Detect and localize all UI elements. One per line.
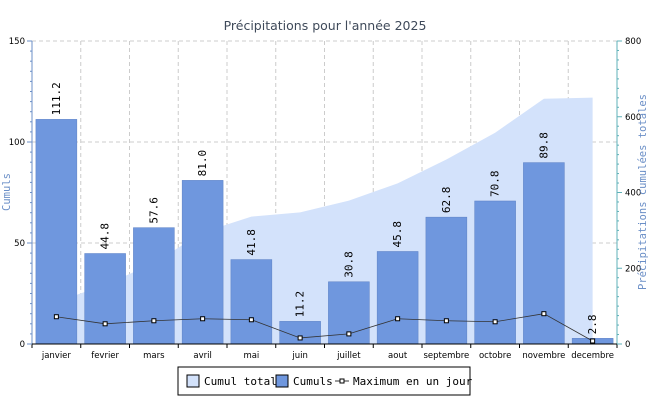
x-tick-label-juin: juin — [291, 351, 308, 361]
max-day-point-janvier — [53, 314, 59, 320]
x-tick-label-octobre: octobre — [479, 351, 511, 361]
max-day-point-fevrier — [102, 321, 108, 327]
x-tick-label-avril: avril — [193, 351, 211, 361]
bar-label-mai: 41.8 — [245, 229, 258, 256]
max-day-point-aout — [395, 316, 401, 322]
bar-label-juin: 11.2 — [294, 291, 307, 318]
bar-label-septembre: 62.8 — [440, 187, 453, 214]
x-tick-label-juillet: juillet — [336, 351, 361, 361]
x-tick-label-decembre: decembre — [571, 351, 614, 361]
max-day-point-octobre — [492, 319, 498, 325]
legend-box — [177, 366, 471, 396]
max-day-point-mai — [248, 317, 254, 323]
bars: 111.2 44.8 57.6 81.0 41.8 11.2 30.8 45.8 62.8 70.… — [35, 82, 614, 345]
bar-mars — [133, 227, 175, 345]
max-day-point-avril — [200, 316, 206, 322]
y-left-tick-label: 150 — [9, 37, 25, 47]
bar-label-avril: 81.0 — [196, 150, 209, 177]
y-left-tick-label: 0 — [20, 340, 25, 350]
y-left-tick-label: 100 — [9, 138, 25, 148]
x-tick-label-novembre: novembre — [522, 351, 565, 361]
bar-label-fevrier: 44.8 — [99, 223, 112, 250]
max-day-point-juillet — [346, 331, 352, 337]
bar-septembre — [425, 216, 468, 345]
y-right-ticks: 0 200 400 600 800 — [625, 37, 641, 350]
y-right-tick-label: 200 — [625, 264, 641, 274]
bar-label-juillet: 30.8 — [342, 251, 355, 278]
max-day-polyline — [56, 313, 593, 342]
x-tick-label-mars: mars — [143, 351, 165, 361]
x-tick-label-fevrier: fevrier — [91, 351, 119, 361]
max-day-point-juin — [297, 335, 303, 341]
legend: Cumul total Cumuls Maximum en un jour — [177, 366, 473, 396]
y-right-tick-label: 0 — [625, 340, 630, 350]
x-tick-label-septembre: septembre — [423, 351, 469, 361]
max-day-point-novembre — [541, 311, 547, 317]
x-tick-label-mai: mai — [243, 351, 259, 361]
y-right-tick-label: 600 — [625, 113, 641, 123]
y-right-axis-title: Précipitations cumulées totales — [637, 94, 649, 290]
bar-label-octobre: 70.8 — [489, 170, 502, 197]
y-right-tick-label: 800 — [625, 37, 641, 47]
x-tick-label-aout: aout — [388, 351, 408, 361]
bar-label-mars: 57.6 — [147, 197, 160, 224]
legend-label-cumuls: Cumuls — [293, 375, 333, 388]
bar-label-decembre: 2.8 — [586, 314, 599, 334]
bar-label-janvier: 111.2 — [50, 82, 63, 115]
y-left-axis-title: Cumuls — [1, 173, 13, 211]
bar-novembre — [523, 162, 565, 345]
max-day-point-mars — [151, 318, 157, 324]
legend-label-cumul-total: Cumul total — [204, 375, 277, 388]
y-left-tick-label: 50 — [14, 239, 25, 249]
bar-label-novembre: 89.8 — [537, 132, 550, 159]
bar-fevrier — [84, 253, 126, 345]
max-day-point-septembre — [443, 318, 449, 324]
axes — [27, 40, 622, 348]
legend-marker-max — [339, 378, 345, 384]
bar-label-aout: 45.8 — [391, 221, 404, 248]
x-tick-labels: janvier fevrier mars avril mai juin juillet aou… — [41, 351, 614, 361]
legend-swatch-cumuls — [275, 374, 289, 388]
bar-mai — [230, 259, 273, 345]
legend-swatch-cumul-total — [186, 374, 200, 388]
bar-janvier — [35, 119, 78, 345]
chart-title: Précipitations pour l'année 2025 — [224, 18, 427, 33]
y-left-ticks: 0 50 100 150 — [9, 37, 25, 350]
y-right-tick-label: 400 — [625, 189, 641, 199]
bar-aout — [376, 251, 419, 345]
max-day-line — [53, 311, 596, 344]
legend-label-max: Maximum en un jour — [353, 375, 473, 388]
max-day-point-decembre — [590, 338, 596, 344]
x-tick-label-janvier: janvier — [41, 351, 72, 361]
